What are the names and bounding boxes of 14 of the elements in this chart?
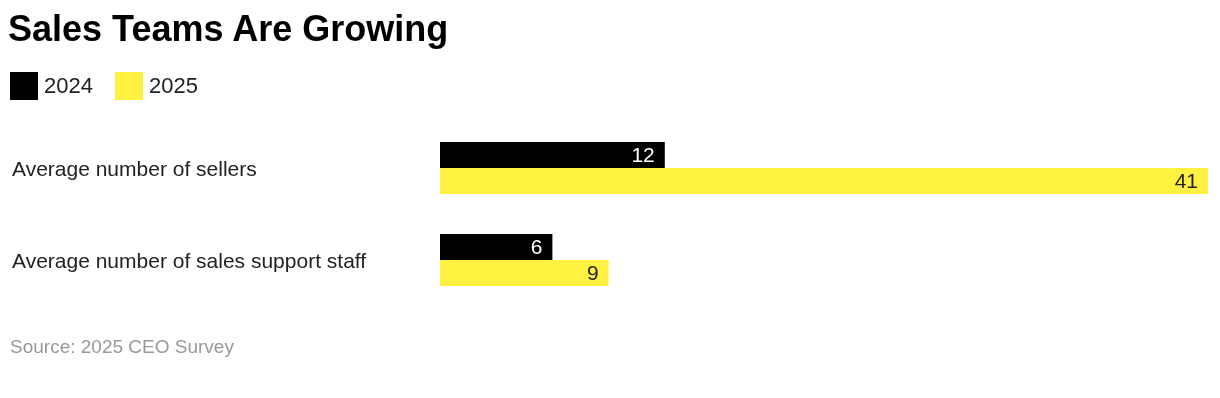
data-label: 12 [631,143,655,167]
source-note: Source: 2025 CEO Survey [10,336,235,358]
chart-title: Sales Teams Are Growing [8,8,450,50]
legend-label: 2024 [44,73,93,99]
bar [440,260,609,286]
legend-label: 2025 [148,73,198,99]
y-tick-label: Average number of sellers [12,157,257,180]
data-label: 41 [1174,169,1198,193]
data-label: 6 [530,235,543,259]
bar [440,234,553,260]
y-tick-label: Average number of sales support staff [12,249,367,272]
bar [440,168,1208,194]
data-label: 9 [586,261,599,285]
bar [440,142,665,168]
